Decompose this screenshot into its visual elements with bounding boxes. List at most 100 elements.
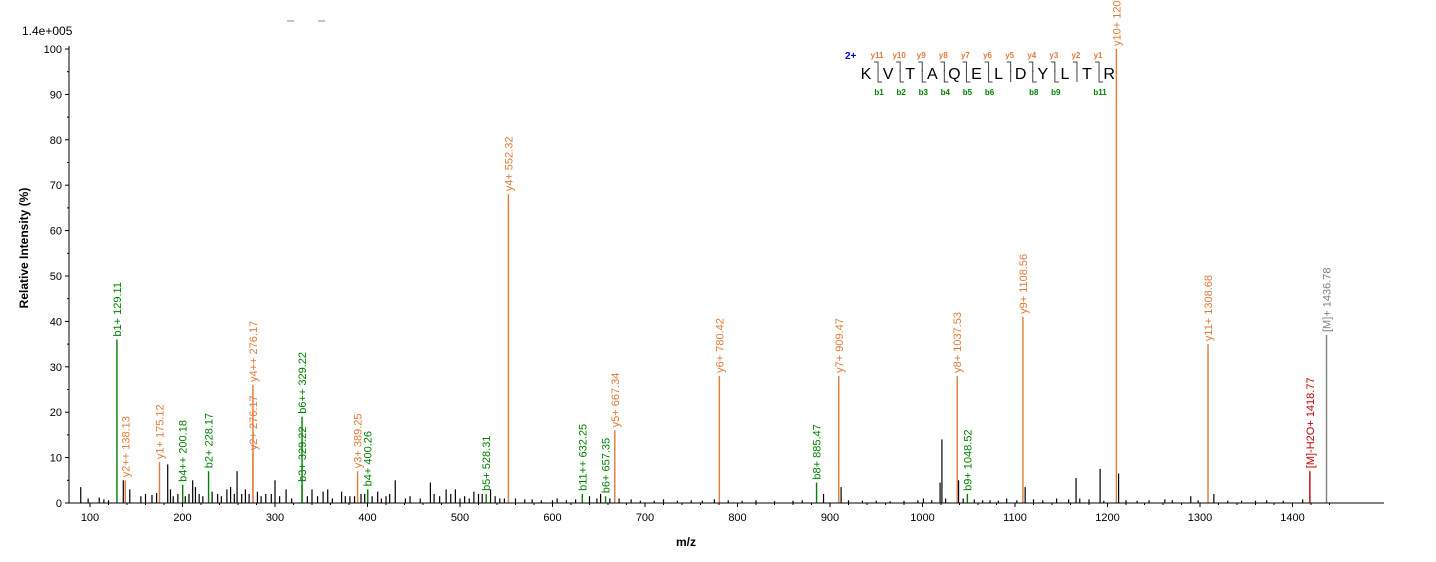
y-tick-label: 20 <box>50 407 62 419</box>
y-tick-label: 10 <box>50 453 62 465</box>
b-ion-bracket <box>1032 70 1037 83</box>
y-ion-bracket <box>1006 61 1012 72</box>
y-ion-label: y5 <box>1005 51 1014 60</box>
peak-label: y2++ 138.13 <box>120 416 132 477</box>
peptide-sequence: 2+ K V T A Q E L D Y L T Ry11b1y10b2y9b3y8b4y7b5y6b… <box>845 51 1115 97</box>
x-tick-label: 500 <box>451 512 469 524</box>
peak-label: y1+ 175.12 <box>154 404 166 459</box>
sequence-residue: L <box>1060 66 1069 83</box>
x-tick-label: 300 <box>266 512 284 524</box>
y-tick-label: 0 <box>56 498 62 510</box>
y-ion-label: y8 <box>939 51 948 60</box>
y-tick-label: 100 <box>44 44 62 56</box>
peak-label: b4++ 200.18 <box>178 420 190 482</box>
peak-label: y9+ 1108.56 <box>1018 254 1030 314</box>
b-ion-label: b11 <box>1093 88 1107 97</box>
b-ion-label: b4 <box>941 88 951 97</box>
y-tick-label: 30 <box>50 362 62 374</box>
peak-label: y10+ 1209.61 <box>1111 0 1123 46</box>
peak-label: b9+ 1048.52 <box>962 429 974 490</box>
y-tick-label: 60 <box>50 226 62 238</box>
y-tick-label: 80 <box>50 135 62 147</box>
y-axis-ticks: 0 10 20 30 40 50 60 70 80 90 100 <box>44 44 69 510</box>
b-ion-bracket <box>943 70 949 83</box>
x-tick-label: 200 <box>173 512 191 524</box>
peak-label: b4+ 400.26 <box>363 431 375 486</box>
peak-label: y4++ 276.17 <box>248 321 260 382</box>
b-ion-label: b6 <box>985 88 995 97</box>
b-ion-bracket <box>988 70 993 83</box>
x-tick-label: 400 <box>358 512 376 524</box>
peak-label: y8+ 1037.53 <box>952 312 964 373</box>
y-ion-bracket <box>940 61 945 72</box>
y-ion-bracket <box>918 61 923 72</box>
y-ion-bracket <box>962 61 967 72</box>
y-ion-label: y3 <box>1049 51 1058 60</box>
y-tick-label: 70 <box>50 180 62 192</box>
y-ion-label: y11 <box>871 51 884 60</box>
y-ion-label: y1 <box>1094 51 1103 60</box>
y-ion-label: y10 <box>892 51 906 60</box>
peak-label: b6+ 657.35 <box>601 438 613 493</box>
b-ion-label: b1 <box>874 88 884 97</box>
plot-area: b1+ 129.11 y2++ 138.13 y1+ 175.12 b4++ 200.… <box>80 0 1334 503</box>
b-ion-label: b8 <box>1029 88 1039 97</box>
y-ion-label: y9 <box>917 51 926 60</box>
sequence-residue: K <box>861 66 872 83</box>
x-tick-label: 1100 <box>1003 512 1027 524</box>
b-ion-label: b9 <box>1051 88 1061 97</box>
y-ion-label: y2 <box>1071 51 1080 60</box>
peak-label: b11++ 632.25 <box>577 424 589 491</box>
peak-label: b3+ 329.22 <box>297 426 309 481</box>
y-ion-bracket <box>984 61 990 72</box>
sequence-residue: Y <box>1037 66 1048 83</box>
x-tick-label: 800 <box>728 512 746 524</box>
y-ion-label: y6 <box>983 51 992 60</box>
b-ion-label: b5 <box>963 88 973 97</box>
b-ion-bracket <box>965 70 971 83</box>
peak-label: y11+ 1308.68 <box>1203 275 1215 341</box>
y-ion-bracket <box>1072 61 1078 72</box>
x-axis-title: m/z <box>676 535 696 549</box>
sequence-residue: E <box>971 66 982 83</box>
y-tick-label: 50 <box>50 271 62 283</box>
b-ion-bracket <box>921 70 927 83</box>
peak-label: y7+ 909.47 <box>834 318 846 373</box>
y-tick-label: 40 <box>50 316 62 328</box>
peak-label: b5+ 528.31 <box>481 436 493 491</box>
y-ion-label: y7 <box>961 51 970 60</box>
peak-label: b2+ 228.17 <box>204 413 216 468</box>
intensity-scale-label: 1.4e+005 <box>22 24 73 38</box>
x-tick-label: 600 <box>543 512 561 524</box>
x-tick-label: 1300 <box>1188 512 1212 524</box>
x-axis-ticks: 100 200 300 400 500 600 700 800 900 1000 1100 1200 1… <box>81 503 1330 524</box>
peak-label: y2+ 276.17 <box>248 395 260 450</box>
b-ion-label: b3 <box>919 88 929 97</box>
sequence-residue: A <box>927 66 938 83</box>
y-ion-bracket <box>1095 61 1100 72</box>
x-tick-label: 1400 <box>1280 512 1304 524</box>
peak-label: b6++ 329.22 <box>297 352 309 414</box>
peak-label: y3+ 389.25 <box>353 413 365 468</box>
x-tick-label: 900 <box>821 512 839 524</box>
b-ion-bracket <box>877 70 883 83</box>
peak-label: b8+ 885.47 <box>812 424 824 479</box>
x-tick-label: 100 <box>81 512 99 524</box>
peak-label: [M]+ 1436.78 <box>1322 267 1334 332</box>
peak-label: y6+ 780.42 <box>714 318 726 373</box>
peak-label: y5+ 667.34 <box>610 373 622 428</box>
y-tick-label: 90 <box>50 89 62 101</box>
y-ion-bracket <box>874 61 879 72</box>
x-tick-label: 1000 <box>910 512 934 524</box>
b-ion-bracket <box>1054 70 1059 83</box>
sequence-residue: T <box>905 66 915 83</box>
peak-label: b1+ 129.11 <box>112 282 124 337</box>
x-tick-label: 1200 <box>1095 512 1119 524</box>
peak-label: y4+ 552.32 <box>503 137 515 192</box>
b-ion-bracket <box>1098 70 1104 83</box>
b-ion-bracket <box>899 70 905 83</box>
sequence-residue: L <box>994 66 1003 83</box>
sequence-residue: V <box>883 66 894 83</box>
x-tick-label: 700 <box>636 512 654 524</box>
